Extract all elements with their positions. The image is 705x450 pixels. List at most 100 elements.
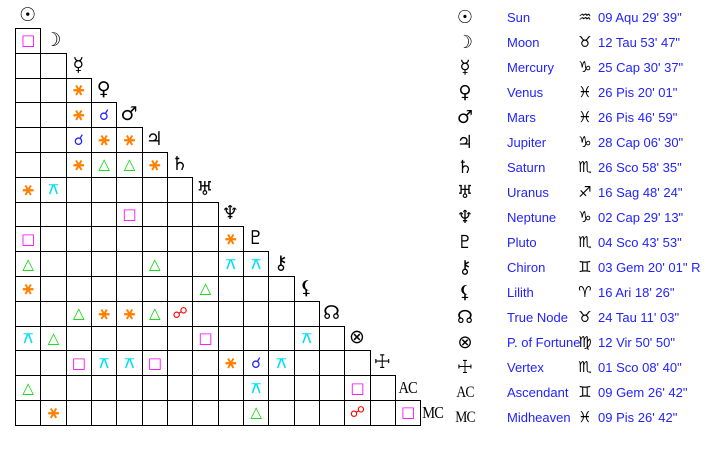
pisces-sign-glyph: ♓ [578, 107, 592, 126]
aspect-cell [369, 375, 396, 401]
trine-aspect-icon: △ [73, 304, 85, 323]
aspect-cell: ⚹ [65, 77, 92, 104]
aspect-cell [268, 375, 295, 401]
aspect-cell: ⚹ [90, 127, 118, 153]
aspect-cell: □ [65, 350, 92, 377]
aspect-cell: ⚹ [116, 127, 143, 153]
quincunx-aspect-icon: ⚻ [23, 328, 34, 347]
conjunction-aspect-icon: ☌ [73, 130, 84, 149]
aspect-cell [217, 300, 244, 327]
aspect-cell [318, 350, 346, 377]
planet-row: ☩ Vertex ♏ 01 Sco 08' 40" [448, 355, 705, 380]
planet-name: Chiron [507, 259, 546, 275]
sun-glyph: ☉ [456, 6, 474, 28]
sextile-aspect-icon: ⚹ [149, 153, 161, 175]
planet-name: Pluto [507, 234, 537, 250]
chiron-glyph: ⚷ [458, 256, 472, 278]
aspect-cell [90, 226, 118, 253]
aspect-cell: □ [141, 350, 168, 377]
aspect-cell [40, 127, 67, 153]
aspect-cell [90, 176, 118, 203]
aspect-cell: ⚹ [217, 226, 244, 253]
planet-position: 09 Gem 26' 42" [598, 384, 688, 400]
aspect-cell [293, 375, 320, 401]
aspect-cell [90, 276, 118, 302]
planet-position: 16 Ari 18' 26" [598, 284, 675, 300]
vertex-glyph: ☩ [456, 356, 474, 378]
mars-glyph: ♂ [456, 106, 474, 128]
aspect-cell: ⚻ [293, 325, 320, 352]
aspect-cell: ⚹ [217, 350, 244, 377]
sextile-aspect-icon: ⚹ [48, 401, 59, 423]
aspect-cell [40, 350, 67, 377]
aspect-cell [166, 251, 194, 277]
aspect-cell [318, 400, 346, 426]
aspect-cell [192, 350, 219, 377]
aspect-cell: △ [192, 276, 219, 302]
aspect-cell: ⚻ [90, 350, 118, 377]
planet-table: ☉ Sun ♒ 09 Aqu 29' 39" ☽ Moon ♉ 12 Tau 53' 47" ☿… [448, 0, 705, 450]
square-aspect-icon: □ [21, 229, 36, 248]
aspect-cell [166, 176, 194, 203]
aspect-cell [192, 201, 219, 228]
aspect-cell [90, 251, 118, 277]
saturn-glyph: ♄ [171, 152, 189, 175]
aspect-cell: ⚹ [65, 152, 92, 178]
aspect-cell: ⚹ [90, 300, 118, 327]
aspect-cell [15, 350, 42, 377]
opposition-aspect-icon: ☍ [349, 403, 366, 422]
aspect-cell [40, 251, 67, 277]
aspect-cell [40, 102, 67, 129]
aspect-cell [166, 276, 194, 302]
aspect-cell [293, 350, 320, 377]
aspect-cell [40, 375, 67, 401]
square-aspect-icon: □ [147, 353, 162, 372]
sextile-aspect-icon: ⚹ [225, 228, 237, 250]
sextile-aspect-icon: ⚹ [124, 302, 135, 324]
aspect-cell: □ [344, 375, 371, 401]
square-aspect-icon: □ [401, 403, 416, 422]
aspect-cell: ⚹ [15, 276, 42, 302]
planet-position: 28 Cap 06' 30" [598, 134, 684, 150]
planet-name: P. of Fortune [507, 334, 581, 350]
pluto-glyph: ♇ [456, 231, 474, 253]
aspect-cell: ☍ [166, 300, 194, 327]
sextile-aspect-icon: ⚹ [98, 129, 110, 151]
opposition-aspect-icon: ☍ [172, 304, 188, 323]
sextile-aspect-icon: ⚹ [22, 178, 34, 200]
aspect-cell [65, 251, 92, 277]
planet-row: ☽ Moon ♉ 12 Tau 53' 47" [448, 30, 705, 55]
aspect-cell [141, 375, 168, 401]
aspect-cell [318, 375, 346, 401]
planet-name: Venus [507, 84, 544, 100]
trine-aspect-icon: △ [250, 403, 262, 422]
aspect-cell [15, 201, 42, 228]
venus-glyph: ♀ [458, 81, 472, 103]
trine-aspect-icon: △ [149, 254, 161, 273]
neptune-glyph: ♆ [456, 206, 474, 228]
aspect-cell [40, 77, 67, 104]
aspect-cell: △ [116, 152, 143, 178]
aspect-cell [65, 325, 92, 352]
aspect-cell: □ [192, 325, 219, 352]
quincunx-aspect-icon: ⚻ [124, 353, 135, 372]
aspect-cell [116, 375, 143, 401]
planet-position: 12 Tau 53' 47" [598, 34, 681, 50]
planet-name: Ascendant [507, 384, 569, 400]
sextile-aspect-icon: ⚹ [73, 79, 85, 101]
aspect-cell [15, 77, 42, 104]
capricorn-sign-glyph: ♑ [578, 207, 592, 226]
aspect-cell [268, 300, 295, 327]
aspect-cell [192, 226, 219, 253]
aspect-cell [40, 52, 67, 79]
sun-glyph: ☉ [19, 3, 37, 26]
quincunx-aspect-icon: ⚻ [225, 254, 236, 273]
aspect-cell [65, 176, 92, 203]
planet-position: 03 Gem 20' 01" R [598, 259, 701, 275]
aspect-cell: △ [65, 300, 92, 327]
square-aspect-icon: □ [21, 31, 36, 50]
aspect-cell: □ [15, 28, 42, 54]
planet-row: ☊ True Node ♉ 24 Tau 11' 03" [448, 305, 705, 330]
aspect-cell [242, 300, 270, 327]
